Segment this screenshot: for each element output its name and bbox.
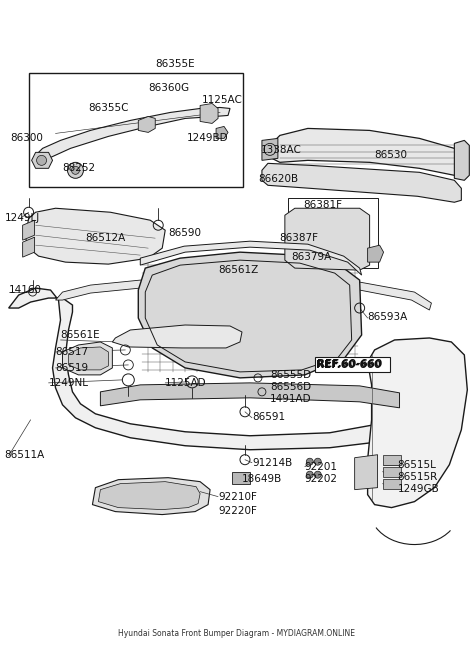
Text: REF.60-660: REF.60-660	[316, 360, 381, 370]
Text: 1125AD: 1125AD	[165, 378, 207, 388]
Circle shape	[67, 162, 83, 179]
Text: 86381F: 86381F	[303, 201, 342, 210]
Text: 14160: 14160	[9, 285, 42, 295]
Text: 86360G: 86360G	[148, 83, 190, 93]
Polygon shape	[9, 288, 441, 450]
Bar	[383, 466, 401, 477]
Text: 86515L: 86515L	[398, 460, 437, 470]
Text: 18649B: 18649B	[242, 474, 282, 484]
Text: 1249GB: 1249GB	[398, 484, 439, 494]
Bar	[28, 72, 243, 187]
Polygon shape	[262, 138, 278, 160]
Bar	[383, 479, 401, 488]
Polygon shape	[216, 126, 228, 138]
Text: 92210F: 92210F	[218, 492, 257, 501]
Bar	[232, 472, 250, 484]
Text: 86555D: 86555D	[270, 370, 311, 380]
Text: 86561Z: 86561Z	[218, 265, 258, 275]
Text: 91214B: 91214B	[252, 457, 292, 468]
Bar	[383, 455, 401, 465]
Polygon shape	[100, 383, 400, 408]
Bar	[315, 357, 390, 372]
Polygon shape	[32, 152, 53, 168]
Polygon shape	[112, 325, 242, 348]
Text: 92220F: 92220F	[218, 505, 257, 516]
Polygon shape	[368, 245, 383, 262]
Text: 1338AC: 1338AC	[261, 146, 302, 155]
Text: 86593A: 86593A	[368, 312, 408, 322]
Text: 1125AC: 1125AC	[202, 96, 243, 105]
Text: 86591: 86591	[252, 411, 285, 422]
Polygon shape	[455, 140, 469, 181]
Polygon shape	[55, 278, 431, 310]
Text: Hyundai Sonata Front Bumper Diagram - MYDIAGRAM.ONLINE: Hyundai Sonata Front Bumper Diagram - MY…	[118, 630, 356, 639]
Text: 86300: 86300	[11, 133, 44, 144]
Text: 86517: 86517	[55, 347, 89, 357]
Text: 86519: 86519	[55, 363, 89, 373]
Circle shape	[306, 458, 313, 465]
Text: 1249BD: 1249BD	[187, 133, 229, 144]
Polygon shape	[92, 477, 210, 514]
Circle shape	[72, 166, 80, 174]
Text: 86561E: 86561E	[61, 330, 100, 340]
Text: 86511A: 86511A	[5, 450, 45, 460]
Text: 86590: 86590	[168, 228, 201, 238]
Text: 86515R: 86515R	[398, 472, 438, 481]
Text: 86379A: 86379A	[291, 252, 331, 262]
Text: 86620B: 86620B	[258, 174, 298, 184]
Polygon shape	[99, 481, 200, 510]
Text: 92201: 92201	[305, 462, 338, 472]
Polygon shape	[69, 347, 109, 370]
Polygon shape	[285, 208, 370, 270]
Polygon shape	[262, 163, 461, 203]
Circle shape	[314, 458, 321, 465]
Polygon shape	[200, 104, 218, 124]
Text: 86355C: 86355C	[89, 104, 129, 113]
Text: 88252: 88252	[63, 163, 96, 173]
Polygon shape	[63, 342, 112, 375]
Text: 1491AD: 1491AD	[270, 394, 311, 404]
Text: 86530: 86530	[374, 150, 408, 160]
Text: 92202: 92202	[305, 474, 338, 484]
Text: 1249NL: 1249NL	[48, 378, 89, 388]
Polygon shape	[138, 116, 155, 133]
Text: 86387F: 86387F	[279, 233, 318, 243]
Text: 86355E: 86355E	[155, 59, 195, 69]
Polygon shape	[26, 208, 165, 264]
Polygon shape	[368, 338, 467, 508]
Text: 86556D: 86556D	[270, 382, 311, 392]
Polygon shape	[140, 241, 362, 275]
Polygon shape	[138, 252, 362, 378]
Polygon shape	[272, 128, 461, 175]
Bar	[288, 198, 378, 268]
Polygon shape	[23, 220, 35, 240]
Circle shape	[36, 155, 46, 166]
Text: 86512A: 86512A	[85, 233, 126, 243]
Circle shape	[306, 471, 313, 478]
Polygon shape	[23, 237, 35, 257]
Circle shape	[314, 471, 321, 478]
Text: 1249LJ: 1249LJ	[5, 214, 40, 223]
Text: REF.60-660: REF.60-660	[317, 359, 382, 369]
Polygon shape	[36, 107, 230, 166]
Polygon shape	[355, 455, 378, 490]
